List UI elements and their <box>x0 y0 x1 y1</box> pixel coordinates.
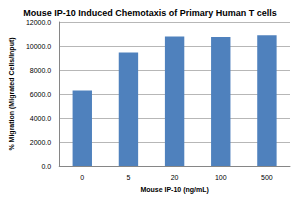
svg-text:12000.0: 12000.0 <box>26 19 51 26</box>
svg-text:8000.0: 8000.0 <box>30 67 52 74</box>
svg-text:0: 0 <box>80 174 84 181</box>
svg-text:500: 500 <box>261 174 273 181</box>
svg-text:0.0: 0.0 <box>41 163 51 170</box>
svg-text:% Migration (Migrated Cells/In: % Migration (Migrated Cells/Input) <box>8 37 16 150</box>
svg-text:5: 5 <box>126 174 130 181</box>
svg-text:Mouse IP-10 Induced Chemotaxis: Mouse IP-10 Induced Chemotaxis of Primar… <box>23 8 277 18</box>
svg-text:2000.0: 2000.0 <box>30 139 52 146</box>
svg-text:4000.0: 4000.0 <box>30 115 52 122</box>
svg-text:10000.0: 10000.0 <box>26 43 51 50</box>
svg-text:6000.0: 6000.0 <box>30 91 52 98</box>
svg-text:Mouse IP-10 (ng/mL): Mouse IP-10 (ng/mL) <box>140 186 208 194</box>
svg-text:100: 100 <box>215 174 227 181</box>
svg-text:20: 20 <box>171 174 179 181</box>
